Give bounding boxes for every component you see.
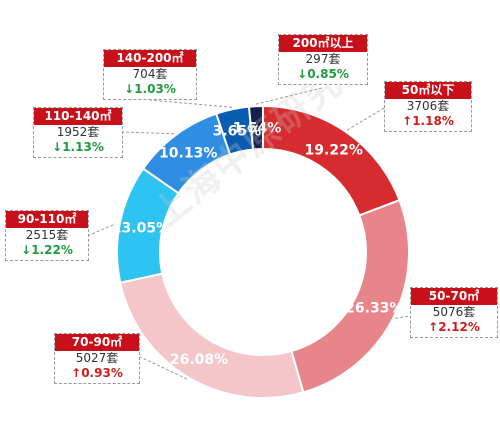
callout-70-90: 70-90㎡ 5027套 ↑0.93% bbox=[54, 333, 140, 384]
leader-line-under-50 bbox=[346, 107, 385, 131]
callout-change: ↓1.22% bbox=[21, 243, 73, 257]
callout-90-110: 90-110㎡ 2515套 ↓1.22% bbox=[5, 210, 89, 261]
callout-under-50: 50㎡以下 3706套 ↑1.18% bbox=[384, 81, 472, 132]
callout-label: 50-70㎡ bbox=[411, 288, 497, 305]
percent-label-under-50: 19.22% bbox=[305, 143, 363, 159]
percent-label-200-plus: 1.54% bbox=[233, 121, 282, 137]
callout-110-140: 110-140㎡ 1952套 ↓1.13% bbox=[33, 107, 123, 158]
percent-label-50-70: 26.33% bbox=[345, 301, 403, 317]
callout-count: 2515套 bbox=[25, 228, 69, 242]
slice-70-90 bbox=[119, 272, 305, 399]
callout-label: 90-110㎡ bbox=[6, 211, 88, 228]
callout-change: ↓1.13% bbox=[52, 140, 104, 154]
percent-label-70-90: 26.08% bbox=[170, 352, 228, 368]
callout-count: 1952套 bbox=[56, 125, 100, 139]
percent-label-90-110: 13.05% bbox=[112, 220, 170, 236]
leader-lines bbox=[86, 87, 411, 380]
leader-line-90-110 bbox=[86, 222, 119, 237]
slice-140-200 bbox=[214, 105, 255, 156]
callout-count: 3706套 bbox=[406, 99, 450, 113]
callout-count: 297套 bbox=[305, 52, 341, 66]
callout-140-200: 140-200㎡ 704套 ↓1.03% bbox=[103, 49, 197, 100]
callout-label: 140-200㎡ bbox=[104, 50, 196, 67]
slice-50-70 bbox=[290, 198, 410, 394]
callout-50-70: 50-70㎡ 5076套 ↑2.12% bbox=[410, 287, 498, 338]
percent-label-110-140: 10.13% bbox=[159, 145, 217, 161]
chart-slices bbox=[116, 104, 410, 399]
callout-change: ↑1.18% bbox=[402, 114, 454, 128]
callout-change: ↓0.85% bbox=[297, 67, 349, 81]
callout-count: 704套 bbox=[132, 67, 168, 81]
leader-line-140-200 bbox=[149, 99, 232, 108]
leader-line-110-140 bbox=[120, 131, 175, 135]
leader-line-200-plus bbox=[255, 87, 323, 105]
percent-label-140-200: 3.65% bbox=[213, 123, 262, 139]
percent-labels: 1.54% 19.22% 26.33% 26.08% 13.05% 10.13% 3.65% bbox=[112, 121, 404, 368]
leader-line-70-90 bbox=[137, 355, 188, 380]
callout-change: ↑0.93% bbox=[71, 366, 123, 380]
callout-label: 110-140㎡ bbox=[34, 108, 122, 125]
callout-change: ↑2.12% bbox=[428, 320, 480, 334]
leader-line-50-70 bbox=[395, 315, 411, 319]
callout-count: 5076套 bbox=[432, 305, 476, 319]
callout-change: ↓1.03% bbox=[124, 82, 176, 96]
callout-200-plus: 200㎡以上 297套 ↓0.85% bbox=[278, 34, 368, 85]
callout-label: 50㎡以下 bbox=[385, 82, 471, 99]
callout-label: 200㎡以上 bbox=[279, 35, 367, 52]
callout-count: 5027套 bbox=[75, 351, 119, 365]
callout-label: 70-90㎡ bbox=[55, 334, 139, 351]
